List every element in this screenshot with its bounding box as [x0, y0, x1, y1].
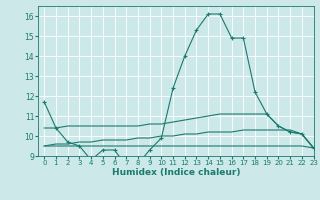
X-axis label: Humidex (Indice chaleur): Humidex (Indice chaleur)	[112, 168, 240, 177]
